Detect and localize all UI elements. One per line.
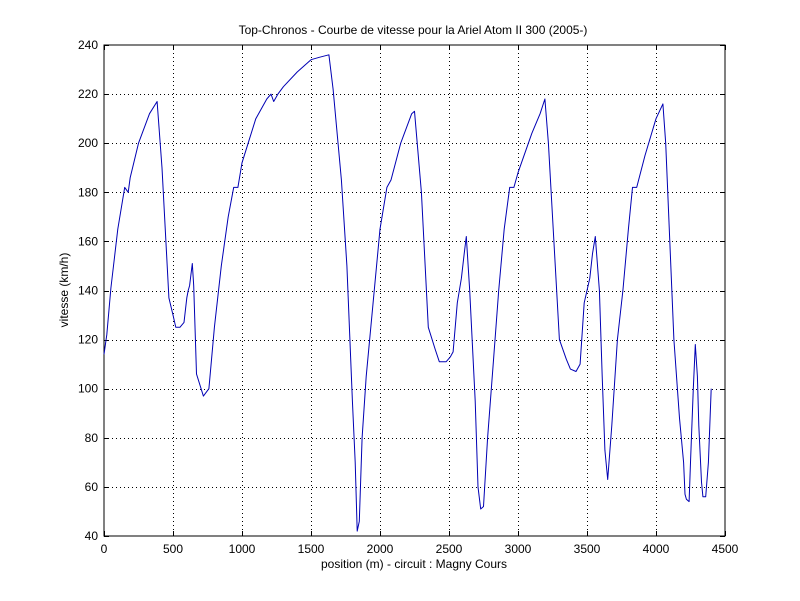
y-tick-label: 100	[78, 382, 98, 396]
x-axis-label: position (m) - circuit : Magny Cours	[321, 557, 507, 571]
axis-ticks	[104, 45, 726, 537]
y-tick-label: 40	[85, 529, 99, 543]
chart-title: Top-Chronos - Courbe de vitesse pour la …	[239, 23, 588, 37]
y-tick-label: 140	[78, 284, 98, 298]
x-tick-label: 3500	[574, 542, 601, 556]
y-tick-label: 120	[78, 333, 98, 347]
x-tick-label: 0	[101, 542, 108, 556]
y-tick-label: 220	[78, 87, 98, 101]
y-axis-label: vitesse (km/h)	[57, 253, 71, 328]
x-tick-label: 2000	[367, 542, 394, 556]
y-tick-label: 60	[85, 480, 99, 494]
x-tick-label: 1500	[298, 542, 325, 556]
x-tick-label: 1000	[229, 542, 256, 556]
x-tick-label: 500	[163, 542, 183, 556]
plot-area-frame	[103, 44, 726, 537]
x-tick-label: 4000	[643, 542, 670, 556]
y-tick-label: 180	[78, 185, 98, 199]
x-tick-label: 4500	[712, 542, 739, 556]
y-tick-label: 160	[78, 234, 98, 248]
tick-labels: 0 500 1000 1500 2000 2500 3000 3500 4000 4500 40 60…	[78, 38, 739, 556]
grid-lines	[104, 45, 725, 536]
y-tick-label: 200	[78, 136, 98, 150]
y-tick-label: 240	[78, 38, 98, 52]
x-tick-label: 3000	[505, 542, 532, 556]
y-tick-label: 80	[85, 431, 99, 445]
speed-series-line	[103, 54, 712, 532]
x-tick-label: 2500	[436, 542, 463, 556]
